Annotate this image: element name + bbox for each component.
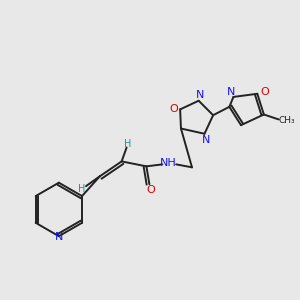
Text: NH: NH bbox=[160, 158, 177, 168]
Text: N: N bbox=[202, 135, 211, 145]
Text: O: O bbox=[260, 87, 268, 97]
Text: N: N bbox=[196, 90, 204, 100]
Text: N: N bbox=[227, 87, 236, 97]
Text: CH₃: CH₃ bbox=[278, 116, 295, 125]
Text: H: H bbox=[78, 184, 86, 194]
Text: O: O bbox=[146, 185, 155, 195]
Text: H: H bbox=[124, 139, 131, 148]
Text: O: O bbox=[170, 104, 178, 114]
Text: N: N bbox=[55, 232, 63, 242]
